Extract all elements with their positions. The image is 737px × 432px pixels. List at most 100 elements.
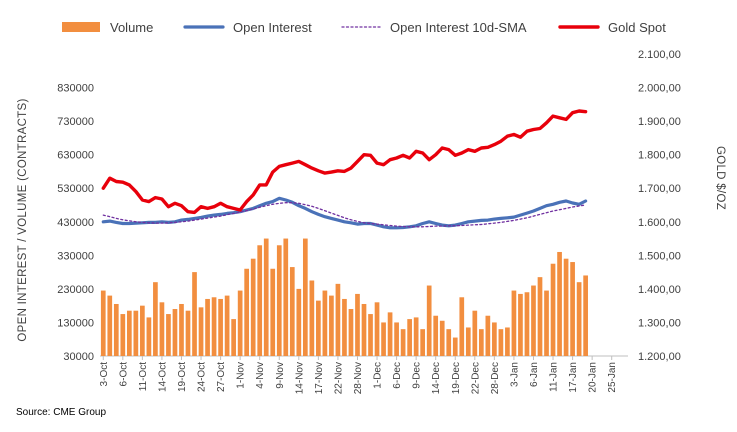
legend: Volume Open Interest Open Interest 10d-SMA… [62, 20, 666, 35]
volume-bar [472, 310, 478, 356]
volume-bar [179, 303, 184, 356]
volume-bars [100, 238, 588, 356]
volume-bar [224, 295, 230, 356]
open-interest-line [101, 196, 588, 230]
volume-bar [394, 322, 399, 356]
volume-bar [172, 309, 178, 356]
left-tick-label: 830000 [57, 83, 94, 95]
volume-bar [211, 297, 217, 356]
x-tick-label: 25-Jan [607, 362, 618, 393]
volume-bar [576, 282, 582, 356]
volume-bar [531, 285, 536, 356]
x-tick-label: 28-Nov [353, 362, 364, 394]
volume-bar [452, 337, 458, 356]
volume-bar [198, 307, 204, 356]
volume-bar [374, 302, 380, 356]
x-tick-label: 11-Oct [138, 362, 149, 391]
right-tick-label: 1.300,00 [638, 317, 681, 329]
source-note: Source: CME Group [16, 407, 106, 418]
volume-bar [511, 290, 517, 356]
volume-bar [381, 322, 386, 356]
volume-bar [146, 317, 152, 356]
volume-bar [283, 238, 289, 356]
volume-bar [205, 298, 210, 356]
x-tick-label: 3-Oct [99, 362, 110, 387]
volume-bar [465, 327, 471, 356]
legend-label: Open Interest 10d-SMA [390, 20, 527, 35]
volume-bar [426, 285, 432, 356]
open-interest-sma-line [102, 202, 587, 228]
legend-swatch [62, 22, 100, 32]
volume-bar [498, 329, 504, 356]
volume-bar [166, 314, 171, 356]
legend-open-interest-sma: Open Interest 10d-SMA [341, 20, 527, 35]
volume-bar [563, 258, 569, 356]
right-tick-label: 1.600,00 [638, 217, 681, 229]
volume-bar [433, 315, 439, 356]
x-tick-label: 17-Nov [314, 362, 325, 394]
x-tick-label: 28-Dec [490, 362, 501, 394]
volume-bar [309, 280, 315, 356]
volume-bar [361, 303, 367, 356]
x-tick-label: 14-Nov [294, 362, 305, 394]
x-tick-label: 1-Nov [236, 362, 247, 389]
x-tick-label: 11-Jan [549, 362, 560, 392]
left-tick-label: 130000 [57, 317, 94, 329]
volume-bar [289, 267, 295, 356]
x-tick-label: 27-Oct [216, 362, 227, 392]
right-axis-title: GOLD $/OZ [714, 146, 726, 210]
volume-bar [355, 293, 360, 356]
volume-bar [113, 303, 119, 356]
volume-bar [505, 327, 510, 356]
volume-bar [420, 329, 426, 356]
series-lines [101, 109, 588, 230]
volume-bar [413, 317, 419, 356]
volume-bar [302, 238, 308, 356]
volume-bar [270, 268, 276, 356]
x-tick-label: 22-Dec [470, 362, 481, 394]
x-tick-label: 19-Dec [451, 362, 462, 394]
volume-bar [439, 320, 445, 356]
volume-bar [296, 288, 302, 356]
volume-bar [153, 282, 158, 356]
volume-bar [100, 290, 106, 356]
legend-volume: Volume [62, 20, 153, 35]
left-tick-label: 430000 [57, 217, 94, 229]
x-tick-label: 19-Oct [177, 362, 188, 392]
volume-bar [237, 290, 243, 356]
right-tick-label: 1.700,00 [638, 183, 681, 195]
volume-bar [244, 268, 250, 356]
volume-bar [583, 275, 588, 356]
volume-bar [159, 302, 165, 356]
volume-bar [276, 245, 282, 356]
volume-bar [518, 293, 523, 356]
x-tick-label: 9-Nov [275, 362, 286, 389]
volume-bar [322, 290, 328, 356]
volume-bar [133, 310, 139, 356]
volume-bar [335, 283, 341, 356]
volume-bar [446, 329, 452, 356]
legend-gold-spot: Gold Spot [558, 20, 666, 35]
right-tick-label: 1.200,00 [638, 351, 681, 363]
right-tick-label: 1.400,00 [638, 284, 681, 296]
volume-bar [570, 262, 575, 356]
volume-bar [257, 245, 263, 356]
volume-bar [126, 310, 132, 356]
volume-bar [185, 310, 191, 356]
left-tick-label: 630000 [57, 150, 94, 162]
left-tick-label: 30000 [63, 351, 94, 363]
x-tick-label: 6-Oct [118, 362, 129, 387]
volume-bar [140, 305, 145, 356]
x-tick-label: 20-Jan [588, 362, 599, 393]
volume-bar [120, 314, 126, 356]
volume-bar [537, 277, 543, 356]
legend-label: Open Interest [233, 20, 312, 35]
volume-bar [407, 319, 412, 356]
left-axis-title: OPEN INTEREST / VOLUME (CONTRACTS) [17, 98, 29, 341]
x-tick-label: 1-Dec [373, 362, 384, 389]
volume-bar [348, 309, 354, 356]
left-tick-label: 330000 [57, 250, 94, 262]
x-tick-label: 14-Oct [157, 362, 168, 392]
volume-bar [544, 290, 549, 356]
